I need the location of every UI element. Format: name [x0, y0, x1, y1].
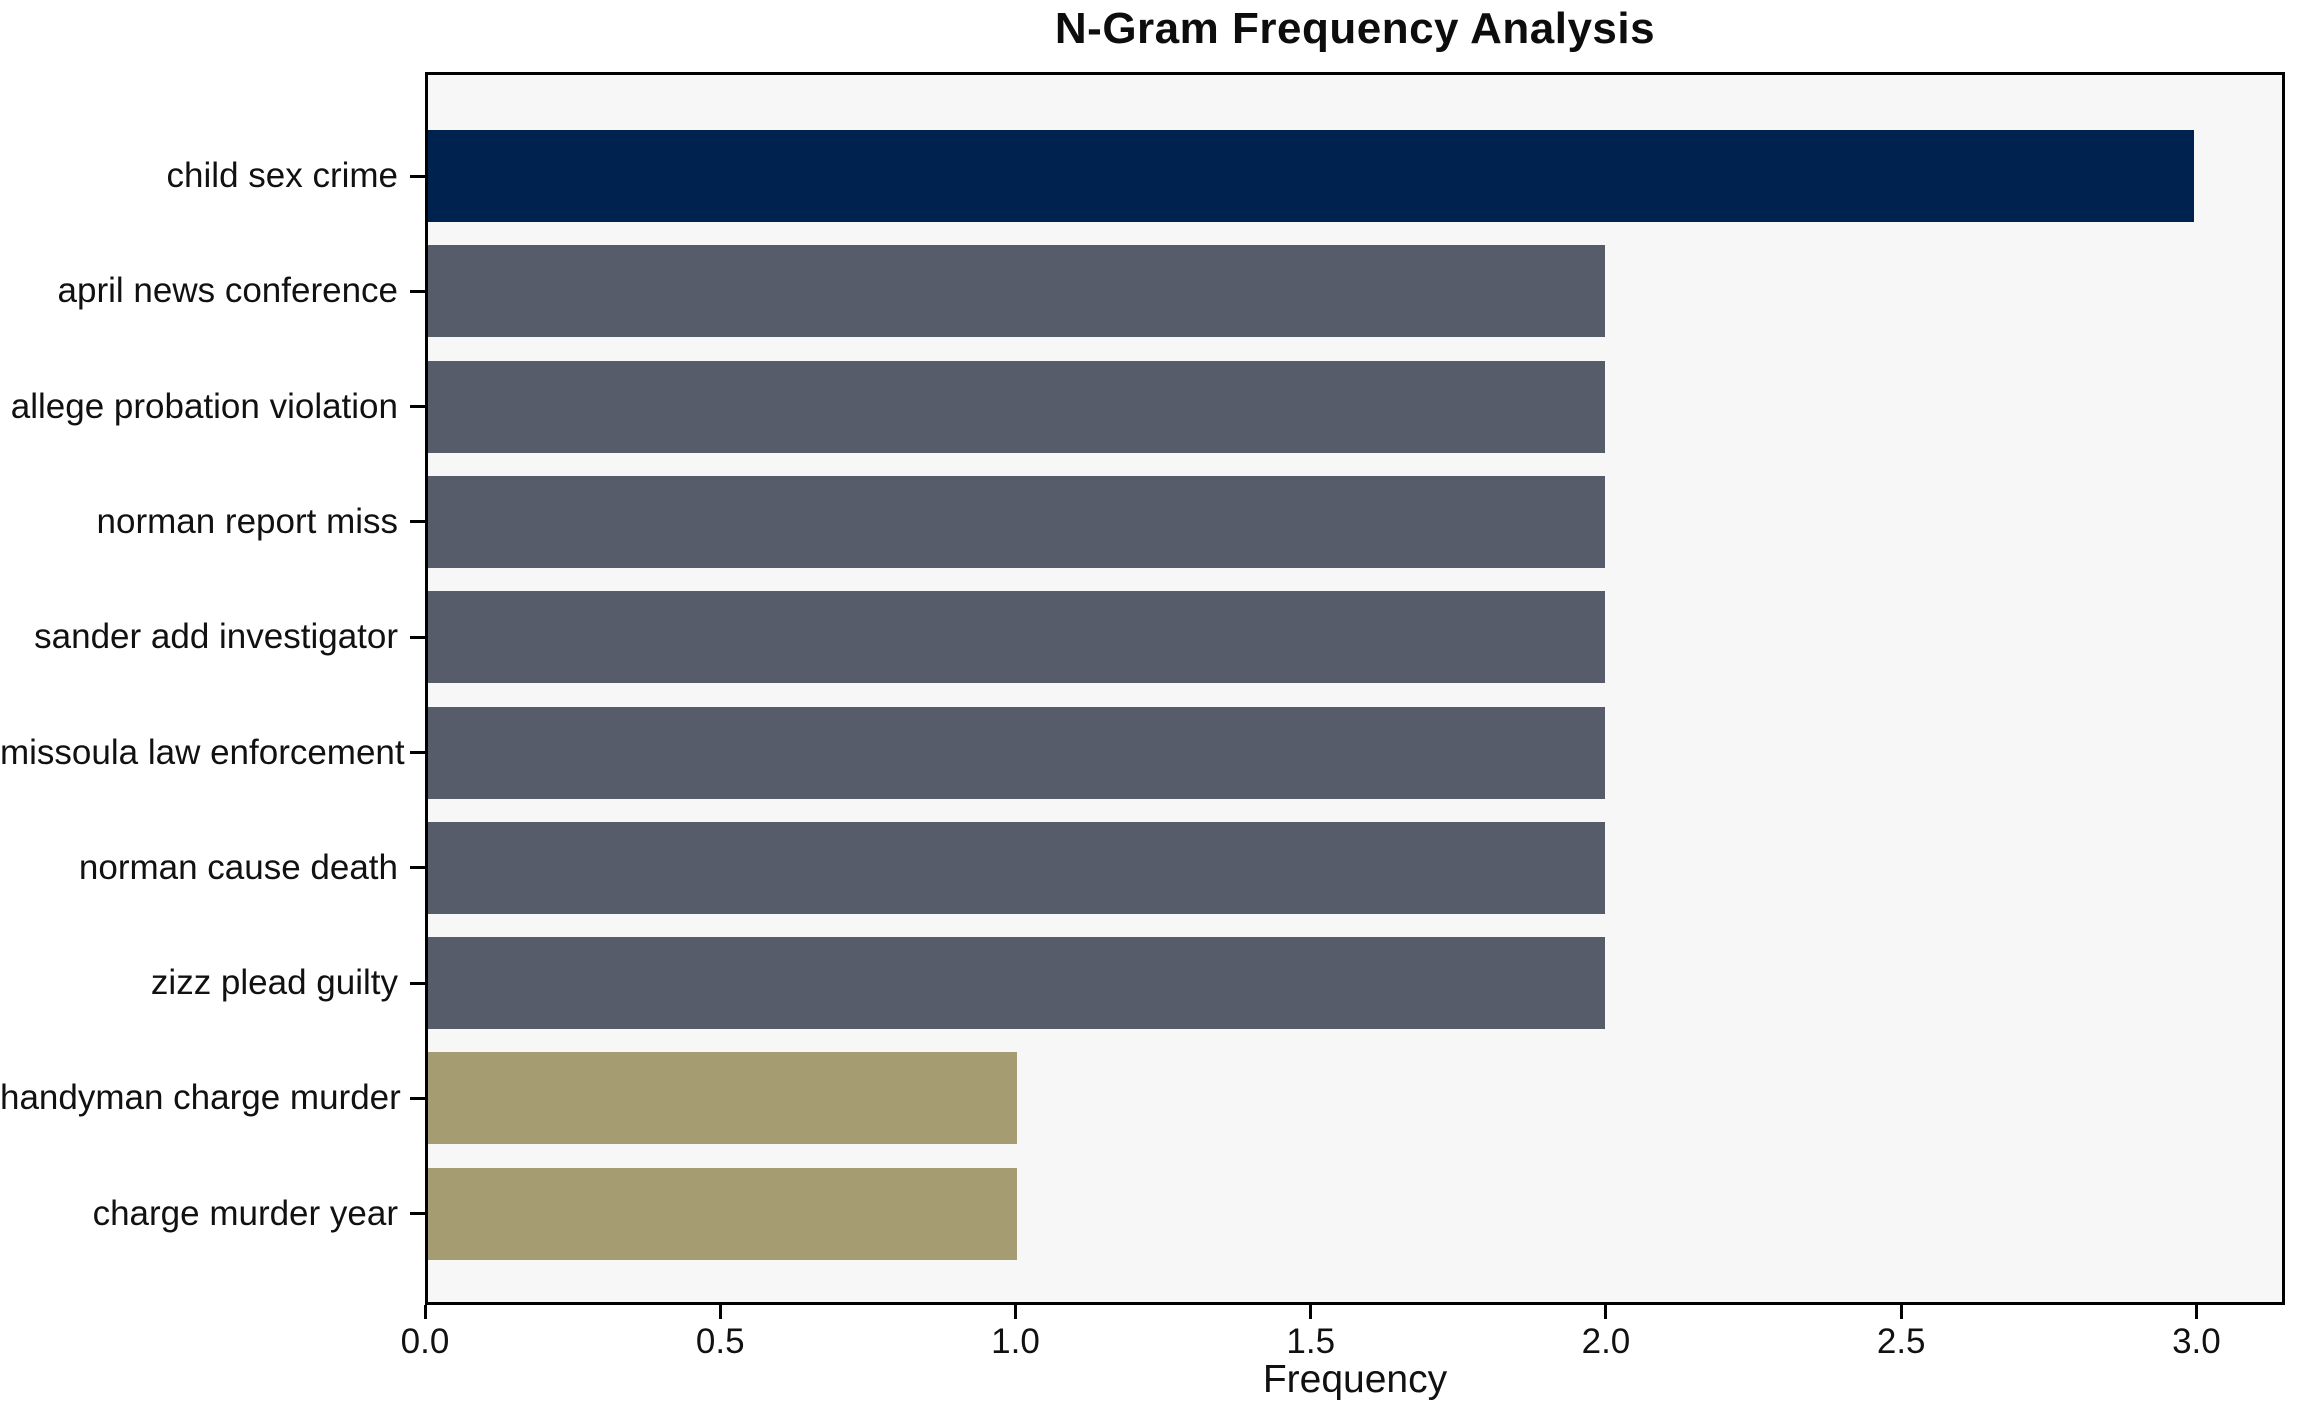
- y-tick-label: zizz plead guilty: [150, 963, 398, 1003]
- y-tick-label: norman cause death: [78, 847, 398, 887]
- x-tick: [2194, 1305, 2198, 1319]
- y-tick: [410, 1096, 425, 1100]
- bar-april-news-conference: [428, 245, 1606, 338]
- plot-area: [425, 72, 2285, 1305]
- y-tick: [410, 866, 425, 870]
- bar-zizz-plead-guilty: [428, 937, 1606, 1030]
- y-tick: [410, 174, 425, 178]
- y-tick: [410, 405, 425, 409]
- bar-handyman-charge-murder: [428, 1052, 1017, 1145]
- x-tick: [1899, 1305, 1903, 1319]
- x-tick-label: 2.0: [1581, 1322, 1631, 1361]
- x-tick-label: 2.5: [1876, 1322, 1926, 1361]
- y-tick-label: sander add investigator: [34, 617, 398, 657]
- bar-norman-cause-death: [428, 821, 1606, 914]
- y-tick-label: allege probation violation: [10, 386, 398, 426]
- y-tick-label: missoula law enforcement: [0, 732, 405, 772]
- x-tick-label: 0.5: [695, 1322, 745, 1361]
- x-axis-title: Frequency: [1262, 1358, 1448, 1401]
- x-tick: [423, 1305, 427, 1319]
- bar-allege-probation-violation: [428, 360, 1606, 453]
- bar-norman-report-miss: [428, 475, 1606, 568]
- y-tick-label: child sex crime: [166, 156, 398, 195]
- x-tick-label: 3.0: [2172, 1322, 2221, 1361]
- chart-title: N-Gram Frequency Analysis: [1054, 4, 1656, 53]
- x-tick: [1309, 1305, 1313, 1319]
- y-tick: [410, 289, 425, 293]
- y-tick-label: norman report miss: [96, 501, 398, 541]
- bar-missoula-law-enforcement: [428, 706, 1606, 799]
- y-tick: [410, 751, 425, 754]
- y-tick-label: april news conference: [57, 271, 398, 311]
- y-tick: [410, 981, 425, 985]
- x-tick-label: 1.5: [1286, 1322, 1336, 1361]
- y-tick-label: handyman charge murder: [0, 1078, 401, 1118]
- x-tick-label: 0.0: [400, 1322, 450, 1361]
- y-tick-label: charge murder year: [92, 1193, 398, 1233]
- bar-child-sex-crime: [428, 130, 2194, 222]
- bar-charge-murder-year: [428, 1167, 1017, 1260]
- x-tick: [1013, 1305, 1017, 1319]
- bar-sander-add-investigator: [428, 591, 1606, 684]
- y-tick: [410, 635, 425, 639]
- y-tick: [410, 1212, 425, 1216]
- x-tick: [718, 1305, 722, 1319]
- x-tick: [1604, 1305, 1608, 1319]
- y-tick: [410, 520, 425, 524]
- x-tick-label: 1.0: [991, 1322, 1040, 1361]
